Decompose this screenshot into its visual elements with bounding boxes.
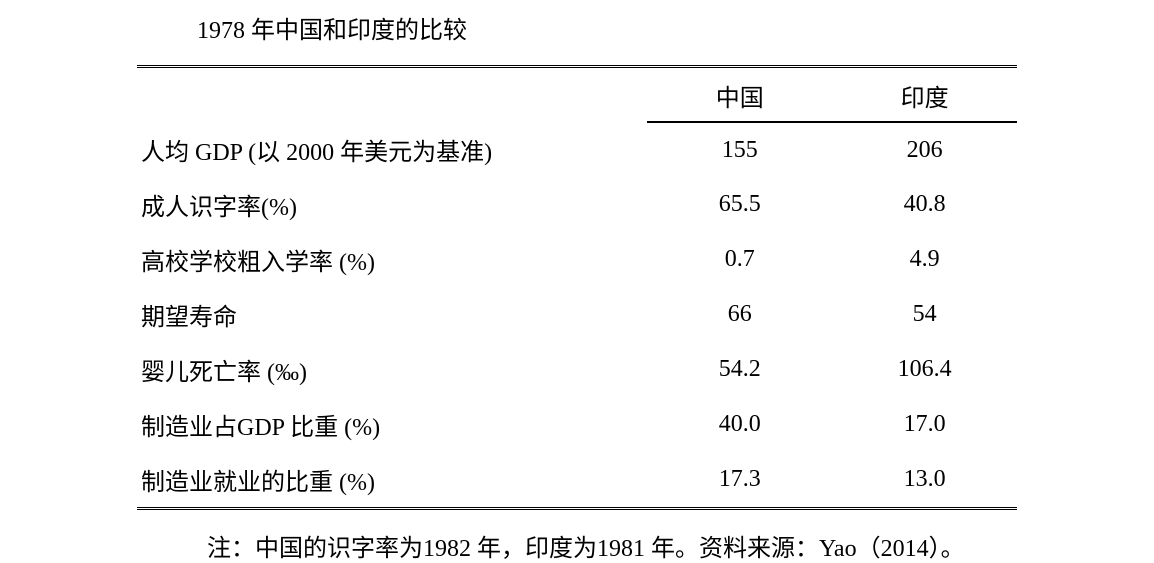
cell-india: 17.0 <box>832 397 1017 452</box>
row-label: 人均 GDP (以 2000 年美元为基准) <box>137 122 647 177</box>
cell-china: 17.3 <box>647 452 832 507</box>
table-row: 制造业就业的比重 (%) 17.3 13.0 <box>137 452 1017 507</box>
comparison-table: 中国 印度 人均 GDP (以 2000 年美元为基准) 155 206 成人识… <box>137 68 1017 507</box>
cell-china: 65.5 <box>647 177 832 232</box>
comparison-table-wrap: 中国 印度 人均 GDP (以 2000 年美元为基准) 155 206 成人识… <box>137 65 1017 510</box>
cell-india: 106.4 <box>832 342 1017 397</box>
table-row: 期望寿命 66 54 <box>137 287 1017 342</box>
table-header-row: 中国 印度 <box>137 68 1017 122</box>
cell-india: 4.9 <box>832 232 1017 287</box>
cell-china: 0.7 <box>647 232 832 287</box>
row-label: 高校学校粗入学率 (%) <box>137 232 647 287</box>
row-label: 期望寿命 <box>137 287 647 342</box>
header-china: 中国 <box>647 68 832 122</box>
table-body: 人均 GDP (以 2000 年美元为基准) 155 206 成人识字率(%) … <box>137 122 1017 507</box>
cell-india: 206 <box>832 122 1017 177</box>
cell-china: 54.2 <box>647 342 832 397</box>
cell-india: 13.0 <box>832 452 1017 507</box>
row-label: 婴儿死亡率 (‰) <box>137 342 647 397</box>
header-empty <box>137 68 647 122</box>
table-row: 高校学校粗入学率 (%) 0.7 4.9 <box>137 232 1017 287</box>
cell-india: 40.8 <box>832 177 1017 232</box>
cell-india: 54 <box>832 287 1017 342</box>
cell-china: 40.0 <box>647 397 832 452</box>
cell-china: 66 <box>647 287 832 342</box>
table-row: 人均 GDP (以 2000 年美元为基准) 155 206 <box>137 122 1017 177</box>
row-label: 成人识字率(%) <box>137 177 647 232</box>
table-row: 制造业占GDP 比重 (%) 40.0 17.0 <box>137 397 1017 452</box>
row-label: 制造业占GDP 比重 (%) <box>137 397 647 452</box>
header-india: 印度 <box>832 68 1017 122</box>
table-title: 1978 年中国和印度的比较 <box>137 10 1017 45</box>
row-label: 制造业就业的比重 (%) <box>137 452 647 507</box>
table-row: 成人识字率(%) 65.5 40.8 <box>137 177 1017 232</box>
cell-china: 155 <box>647 122 832 177</box>
table-row: 婴儿死亡率 (‰) 54.2 106.4 <box>137 342 1017 397</box>
